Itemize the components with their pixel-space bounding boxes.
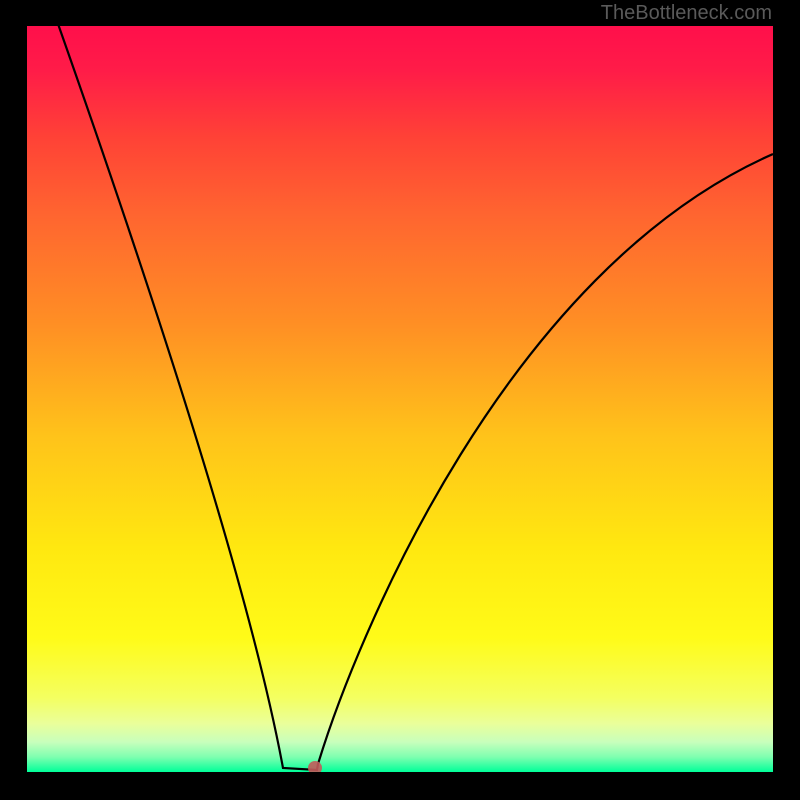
vertex-marker (308, 761, 322, 772)
bottleneck-curve (27, 26, 773, 772)
plot-area (27, 26, 773, 772)
watermark-text: TheBottleneck.com (601, 2, 772, 25)
